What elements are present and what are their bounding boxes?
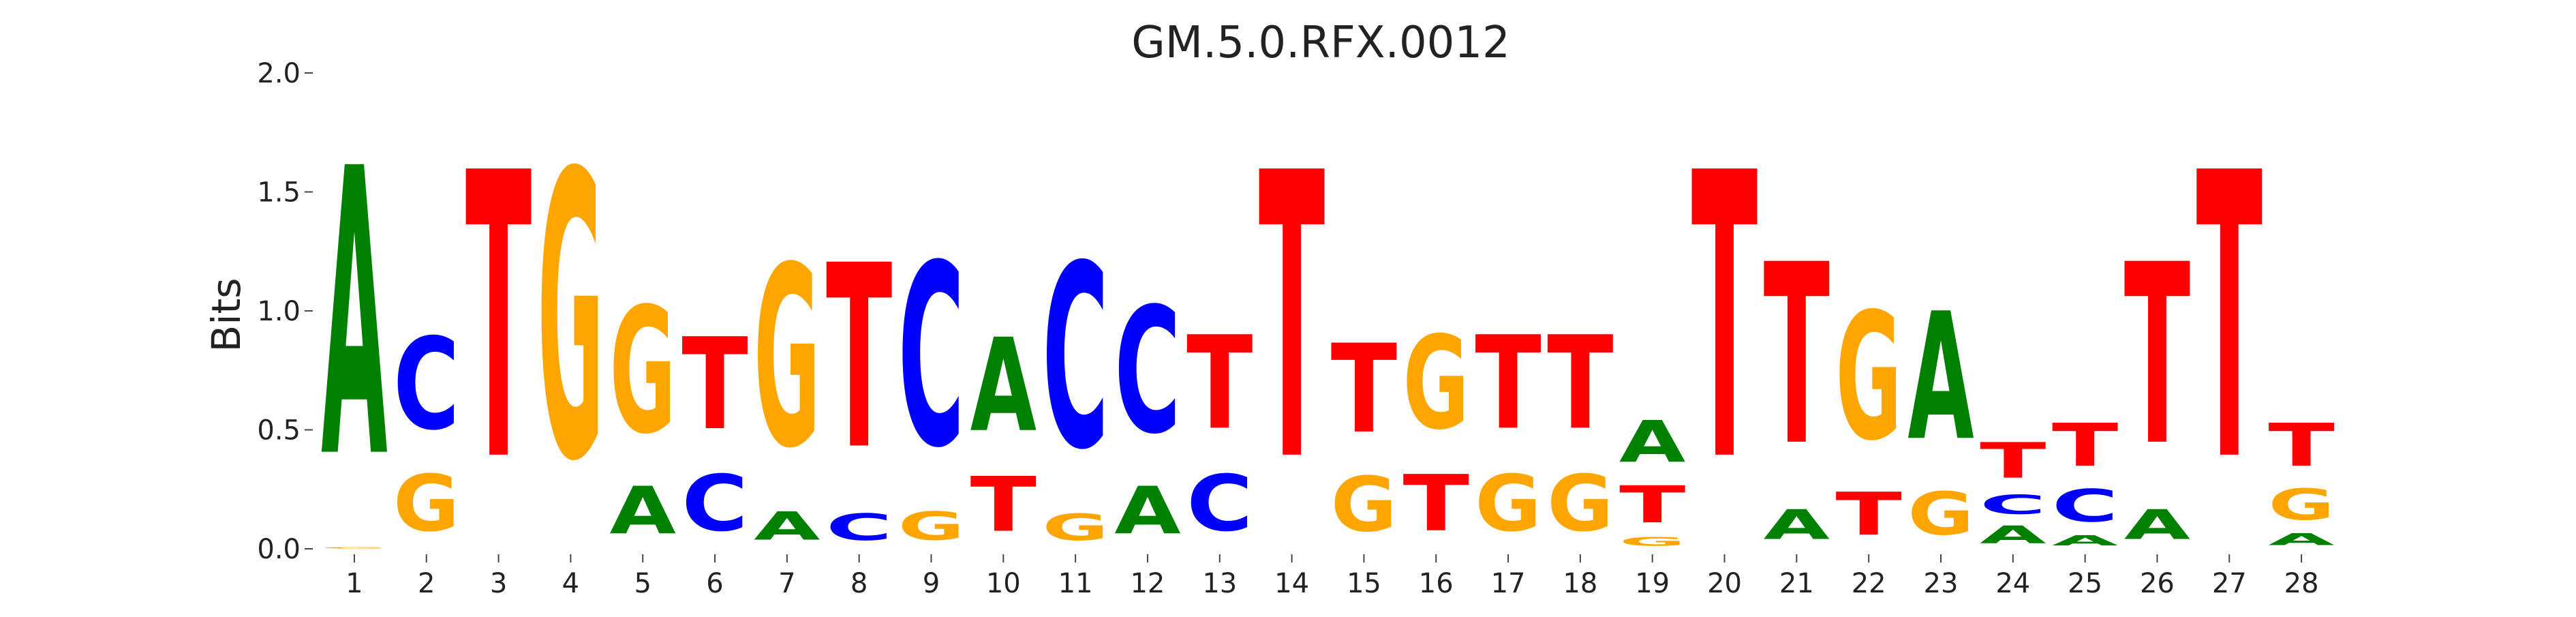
logo-letter-C-pos-8: C <box>826 506 892 549</box>
y-axis: 0.0 0.5 1.0 1.5 2.0 <box>257 58 313 565</box>
y-tick-label: 0.0 <box>257 534 301 565</box>
y-tick-label: 1.5 <box>257 177 301 209</box>
x-tick-label: 9 <box>923 568 940 599</box>
logo-letter-T-pos-17: T <box>1475 310 1541 458</box>
logo-letter-T-pos-28: T <box>2268 410 2334 479</box>
x-tick-label: 20 <box>1707 568 1742 599</box>
logo-letter-T-pos-19: T <box>1619 475 1686 535</box>
x-tick-label: 1 <box>346 568 363 599</box>
logo-letter-G-pos-19: G <box>1619 535 1685 549</box>
logo-letter-T-pos-15: T <box>1331 319 1397 461</box>
x-tick-label: 15 <box>1347 568 1381 599</box>
x-tick-label: 26 <box>2140 568 2175 599</box>
logo-letter-A-pos-5: A <box>610 473 676 549</box>
logo-letter-T-pos-14: T <box>1259 91 1325 547</box>
logo-letter-A-pos-10: A <box>970 312 1037 461</box>
x-tick-label: 11 <box>1058 568 1093 599</box>
logo-letter-G-pos-15: G <box>1331 462 1397 549</box>
logo-letter-G-pos-23: G <box>1907 481 1974 549</box>
logo-letter-C-pos-12: C <box>1114 271 1180 472</box>
logo-letter-G-pos-2: G <box>393 459 459 549</box>
logo-letter-C-pos-2: C <box>393 312 459 458</box>
logo-letter-A-pos-21: A <box>1764 502 1830 549</box>
logo-letter-C-pos-11: C <box>1042 211 1108 505</box>
logo-letter-T-pos-21: T <box>1764 212 1830 501</box>
x-tick-label: 6 <box>706 568 723 599</box>
logo-letter-A-pos-12: A <box>1114 473 1180 549</box>
x-tick-label: 28 <box>2284 568 2319 599</box>
x-tick-label: 4 <box>562 568 579 599</box>
x-tick-label: 2 <box>418 568 435 599</box>
logo-letter-T-pos-3: T <box>465 91 532 547</box>
x-tick-label: 18 <box>1563 568 1597 599</box>
x-tick-label: 17 <box>1491 568 1526 599</box>
logo-letter-A-pos-24: A <box>1980 520 2046 549</box>
logo-letter-A-pos-26: A <box>2124 502 2190 549</box>
logo-letter-G-pos-22: G <box>1835 277 1901 480</box>
logo-letter-T-pos-25: T <box>2052 410 2118 479</box>
y-tick-label: 2.0 <box>257 58 301 89</box>
logo-letter-C-pos-24: C <box>1980 490 2046 520</box>
logo-letter-G-pos-7: G <box>754 214 820 503</box>
x-tick-label: 10 <box>986 568 1021 599</box>
logo-letter-G-pos-16: G <box>1403 310 1469 459</box>
x-tick-label: 27 <box>2212 568 2247 599</box>
y-tick-label: 0.5 <box>257 415 301 447</box>
x-tick-label: 14 <box>1274 568 1309 599</box>
logo-letter-C-pos-9: C <box>898 212 964 503</box>
x-tick-label: 13 <box>1202 568 1237 599</box>
x-tick-label: 12 <box>1130 568 1165 599</box>
logo-letter-T-pos-22: T <box>1835 480 1901 549</box>
logo-letter-A-pos-25: A <box>2052 532 2119 549</box>
x-tick-label: 19 <box>1635 568 1670 599</box>
logo-letter-A-pos-7: A <box>754 504 820 549</box>
x-tick-label: 25 <box>2068 568 2102 599</box>
logo-letter-G-pos-5: G <box>610 271 676 472</box>
logo-letter-T-pos-10: T <box>970 462 1037 549</box>
logo-letter-T-pos-24: T <box>1980 432 2046 490</box>
logo-letter-C-pos-6: C <box>681 459 748 549</box>
logo-letter-G-pos-11: G <box>1042 507 1108 549</box>
logo-letter-G-pos-1: G <box>321 547 387 549</box>
logo-letter-T-pos-6: T <box>681 312 748 458</box>
logo-letter-G-pos-4: G <box>538 91 604 548</box>
chart-title: GM.5.0.RFX.0012 <box>1131 18 1510 68</box>
logo-letter-G-pos-17: G <box>1475 459 1541 549</box>
x-axis: 1 2 3 4 5 6 7 8 9 10 11 12 13 14 15 16 17 18 19 20 21 22 23 24 2… <box>346 554 2319 599</box>
logo-letter-T-pos-13: T <box>1186 310 1253 458</box>
logo-letter-T-pos-27: T <box>2196 91 2263 547</box>
logo-letter-C-pos-13: C <box>1186 459 1253 549</box>
y-tick-label: 1.0 <box>257 296 301 327</box>
logo-letter-A-pos-23: A <box>1907 275 1974 479</box>
logo-letter-T-pos-26: T <box>2124 212 2191 501</box>
logo-letter-A-pos-19: A <box>1619 409 1686 475</box>
y-axis-label: Bits <box>203 278 249 352</box>
x-tick-label: 3 <box>490 568 507 599</box>
logo-letter-T-pos-8: T <box>826 213 893 506</box>
x-tick-label: 22 <box>1852 568 1886 599</box>
x-tick-label: 21 <box>1779 568 1814 599</box>
logo-letter-A-pos-1: A <box>321 85 388 545</box>
x-tick-label: 23 <box>1924 568 1959 599</box>
logo-letter-T-pos-18: T <box>1547 310 1613 458</box>
logo-letter-C-pos-25: C <box>2052 480 2118 532</box>
logo-letter-A-pos-28: A <box>2268 530 2334 549</box>
logo-letter-G-pos-28: G <box>2268 481 2334 530</box>
logo-letter-T-pos-20: T <box>1691 91 1758 547</box>
x-tick-label: 8 <box>850 568 868 599</box>
logo-letter-G-pos-18: G <box>1547 459 1613 549</box>
x-tick-label: 7 <box>778 568 795 599</box>
x-tick-label: 16 <box>1419 568 1454 599</box>
x-tick-label: 5 <box>634 568 651 599</box>
x-tick-label: 24 <box>1995 568 2030 599</box>
logo-letter-G-pos-9: G <box>898 504 964 549</box>
logo-letter-T-pos-16: T <box>1403 459 1469 549</box>
